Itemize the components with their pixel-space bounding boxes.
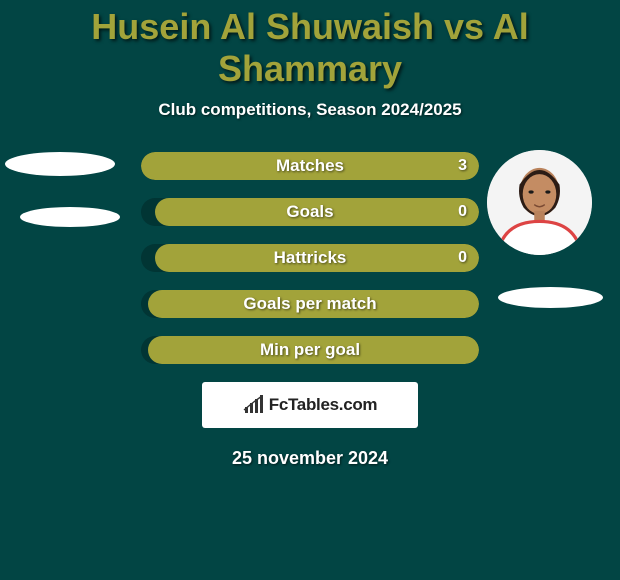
stat-bar: Goals0	[141, 198, 479, 226]
avatar-silhouette-icon	[487, 150, 592, 255]
stat-bar-label: Goals per match	[141, 290, 479, 318]
comparison-panel: Matches3Goals0Hattricks0Goals per matchM…	[0, 152, 620, 469]
snapshot-date: 25 november 2024	[0, 448, 620, 469]
subtitle: Club competitions, Season 2024/2025	[0, 100, 620, 120]
source-logo-text: FcTables.com	[269, 395, 378, 415]
stat-bar-value: 0	[458, 198, 467, 226]
stat-bar: Goals per match	[141, 290, 479, 318]
stat-bar-label: Matches	[141, 152, 479, 180]
page-title: Husein Al Shuwaish vs Al Shammary	[0, 0, 620, 90]
stat-bar-value: 3	[458, 152, 467, 180]
stat-bar-label: Goals	[141, 198, 479, 226]
stat-bar: Hattricks0	[141, 244, 479, 272]
stat-bar-value: 0	[458, 244, 467, 272]
right-placeholder-ellipse	[498, 287, 603, 308]
left-placeholder-ellipse-2	[20, 207, 120, 227]
source-logo: FcTables.com	[202, 382, 418, 428]
stat-bar-label: Min per goal	[141, 336, 479, 364]
stat-bar: Matches3	[141, 152, 479, 180]
stat-bars: Matches3Goals0Hattricks0Goals per matchM…	[141, 152, 479, 364]
right-player-avatar	[487, 150, 592, 255]
bar-chart-icon	[243, 395, 265, 415]
stat-bar: Min per goal	[141, 336, 479, 364]
left-placeholder-ellipse-1	[5, 152, 115, 176]
stat-bar-label: Hattricks	[141, 244, 479, 272]
